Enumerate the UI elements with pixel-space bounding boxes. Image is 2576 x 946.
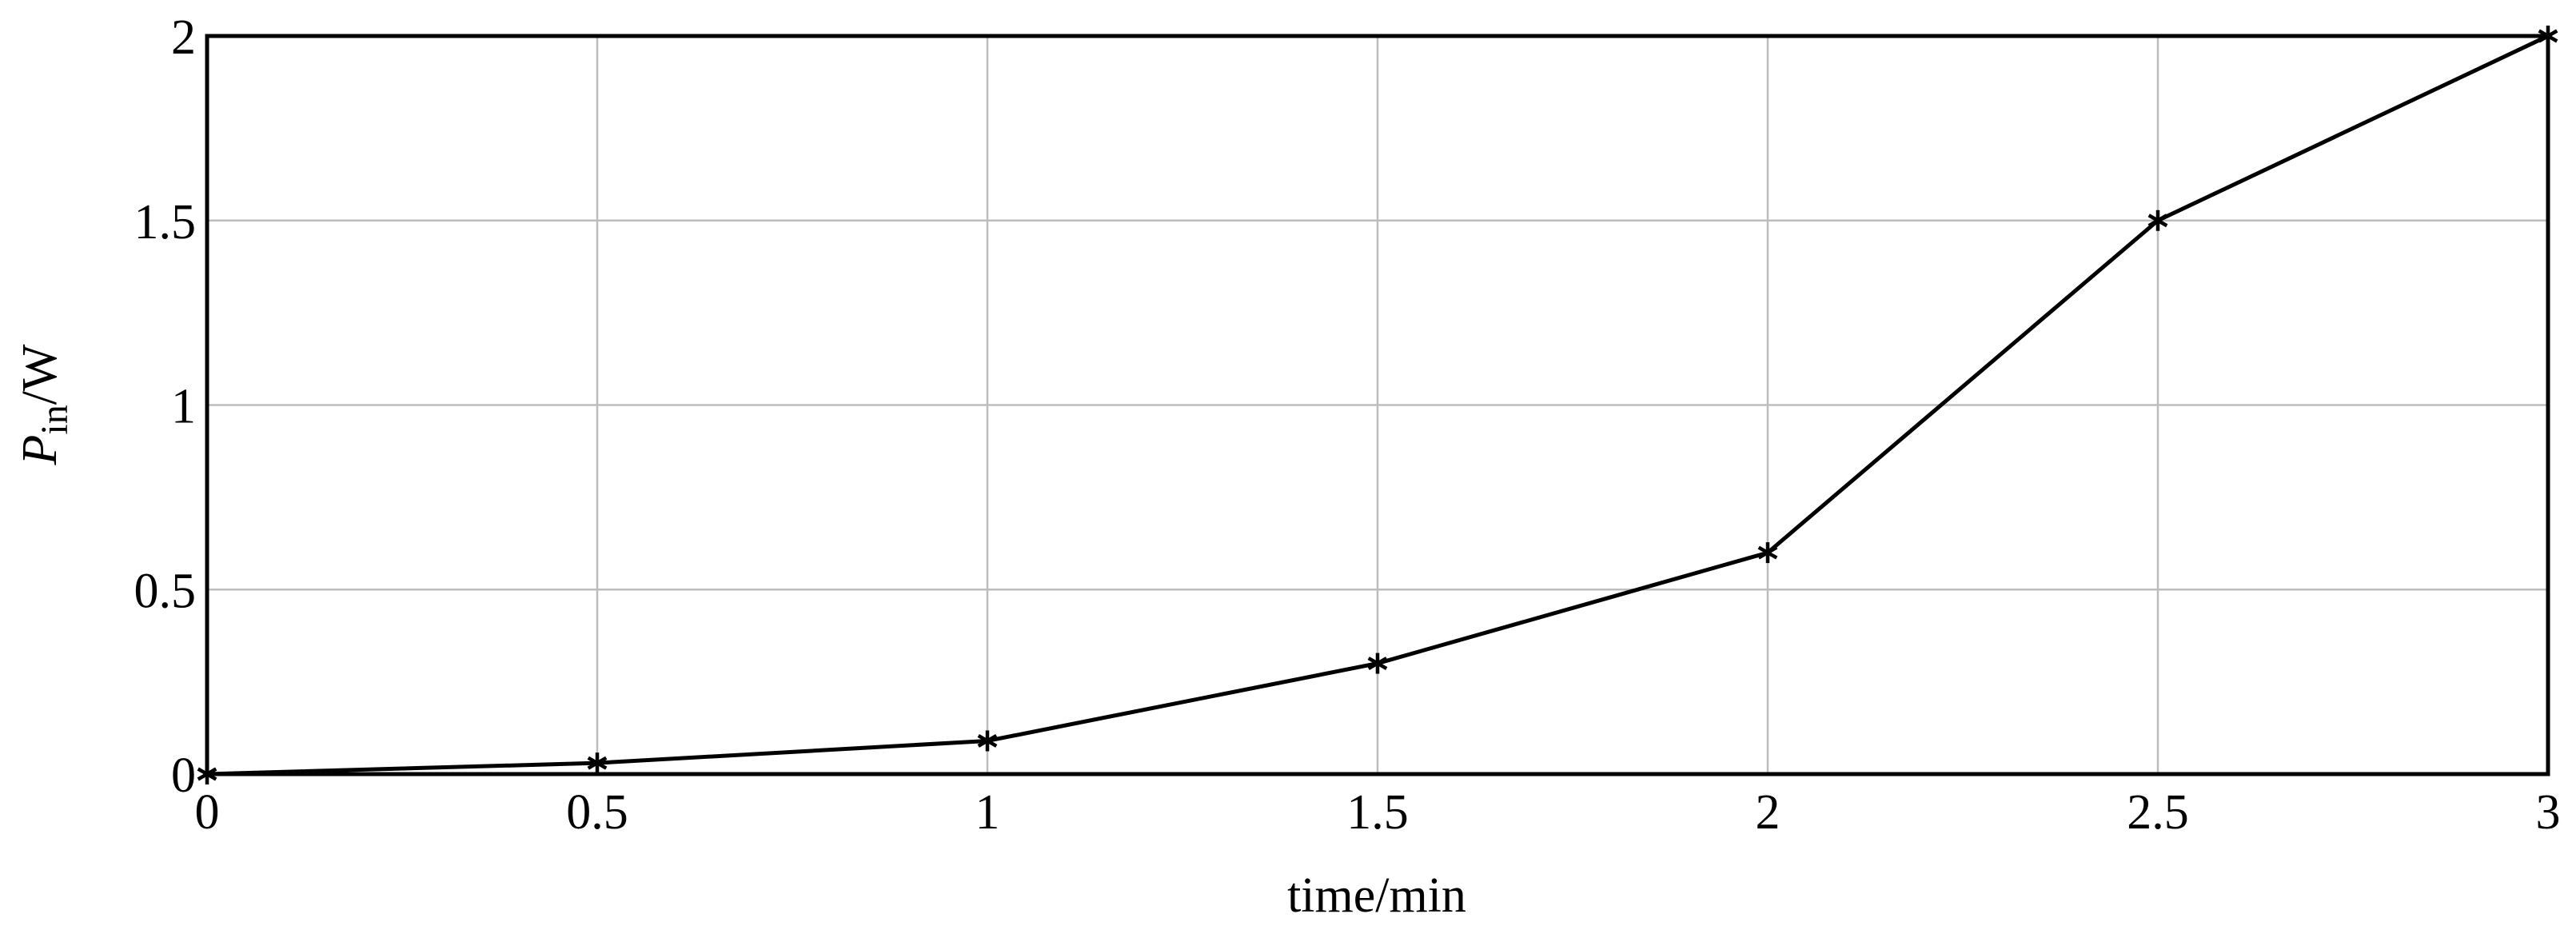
plot-frame (205, 34, 2550, 776)
x-axis-label: time/min (1287, 868, 1466, 923)
marker-stroke (2147, 214, 2168, 228)
data-point (1367, 653, 1388, 674)
y-tick-label: 0.5 (134, 564, 197, 618)
data-point (2147, 210, 2168, 231)
y-axis-label: Pin/W (13, 344, 76, 465)
marker-stroke (1367, 657, 1388, 670)
data-point (197, 764, 217, 784)
data-point (587, 752, 608, 774)
y-label-symbol: P (13, 435, 67, 466)
data-point (1757, 542, 1778, 564)
x-tick-label: 0.5 (566, 785, 628, 840)
y-label-unit: /W (13, 344, 67, 405)
y-tick-label: 1.5 (134, 195, 197, 249)
x-tick-label: 1 (975, 785, 1000, 840)
data-point (977, 730, 998, 752)
x-tick-label: 3 (2536, 785, 2561, 840)
x-tick-label: 2 (1756, 785, 1780, 840)
x-tick-label: 1.5 (1346, 785, 1409, 840)
y-tick-label: 1 (171, 380, 196, 434)
x-tick-label: 2.5 (2127, 785, 2189, 840)
y-label-subscript: in (34, 405, 76, 434)
y-tick-label: 0 (171, 748, 196, 803)
marker-stroke (977, 734, 998, 748)
marker-stroke (587, 756, 608, 770)
marker-stroke (197, 767, 217, 781)
y-tick-label: 2 (171, 10, 196, 65)
marker-stroke (1757, 545, 1778, 560)
data-point (2538, 26, 2558, 46)
marker-stroke (2538, 29, 2558, 43)
x-tick-label: 0 (195, 785, 220, 840)
